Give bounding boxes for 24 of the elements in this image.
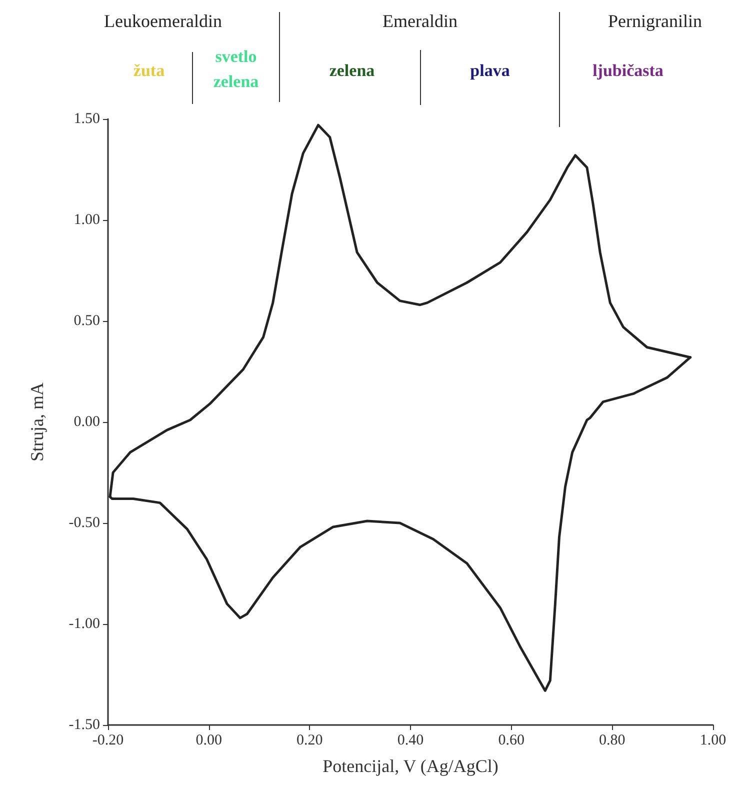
y-tick-label: 1.50 [74, 111, 100, 127]
y-tick-label: -1.00 [68, 616, 100, 632]
x-tick-label: 1.00 [700, 732, 726, 748]
x-tick-label: 0.80 [599, 732, 626, 748]
y-tick-label: -1.50 [68, 717, 100, 733]
y-tick-label: 1.00 [74, 212, 100, 228]
y-tick-label: 0.50 [74, 313, 100, 329]
x-tick-label: 0.00 [196, 732, 222, 748]
x-tick-label: -0.20 [92, 732, 124, 748]
text: Pernigranilin [608, 10, 702, 33]
text: plava [470, 60, 510, 82]
x-tick-label: 0.60 [498, 732, 524, 748]
text: Emeraldin [382, 10, 458, 33]
text: zelena [329, 60, 375, 82]
y-tick-label: 0.00 [74, 414, 100, 430]
y-tick-label: -0.50 [68, 515, 100, 531]
x-tick-label: 0.20 [296, 732, 323, 748]
text: žuta [133, 60, 165, 82]
x-axis-title: Potencijal, V (Ag/AgCl) [322, 756, 498, 776]
text: svetlo zelena [213, 46, 259, 93]
text: Leukoemeraldin [104, 10, 222, 33]
y-axis-title: Struja, mA [27, 382, 47, 462]
text: ljubičasta [592, 60, 664, 82]
x-tick-label: 0.40 [397, 732, 424, 748]
